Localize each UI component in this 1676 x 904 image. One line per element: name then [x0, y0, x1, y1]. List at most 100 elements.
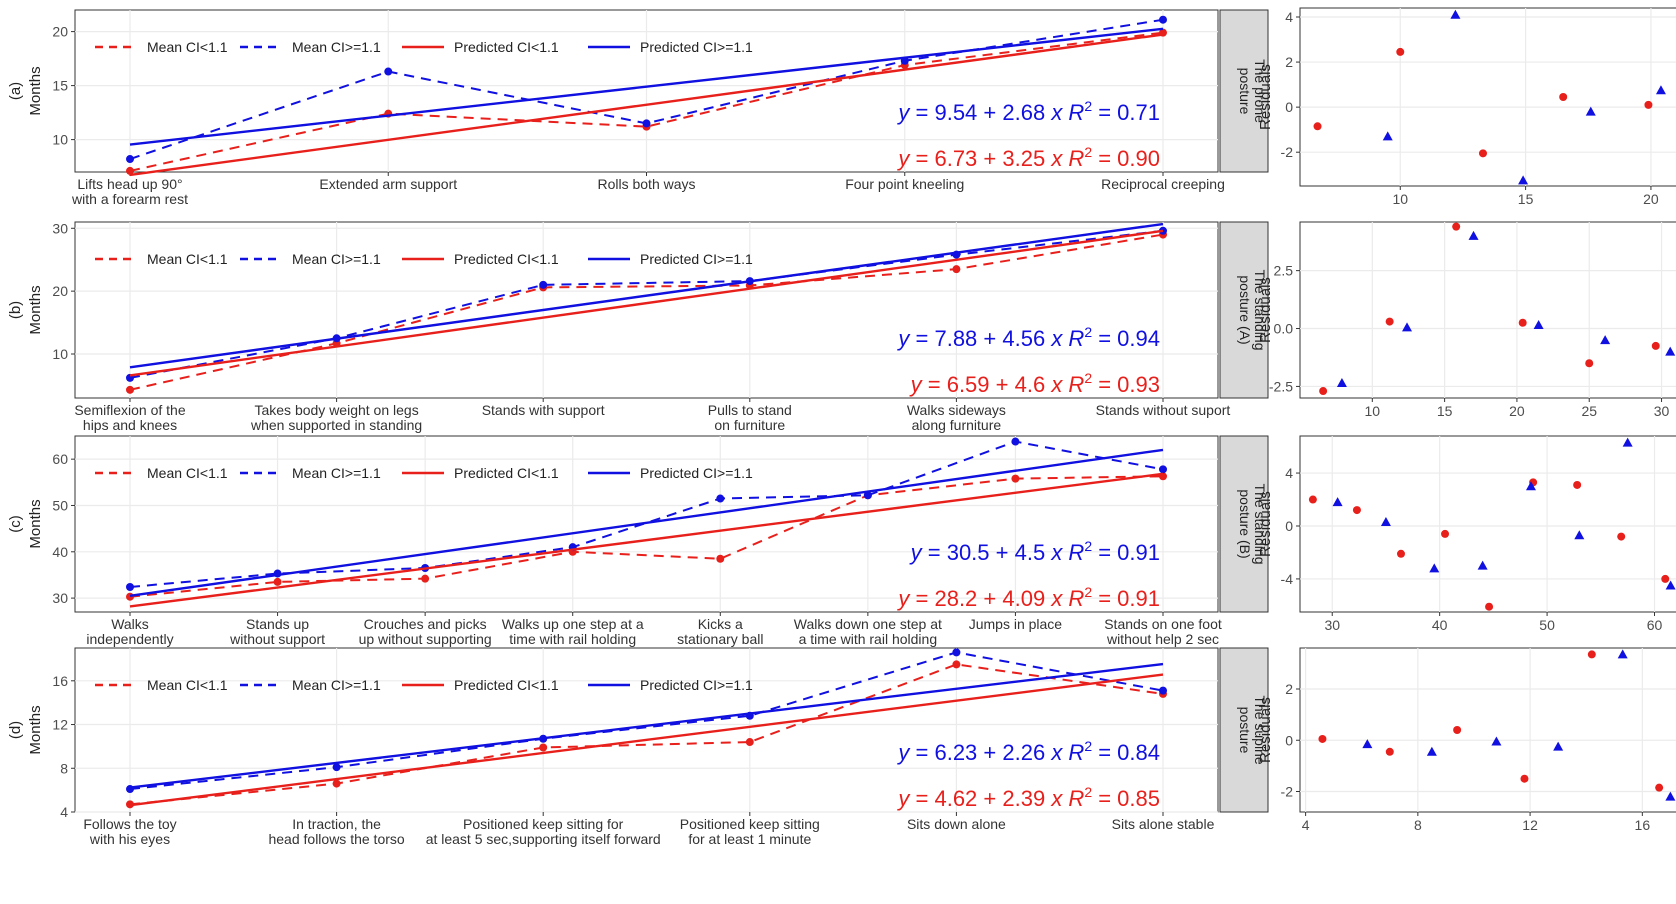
- data-point: [332, 763, 341, 772]
- fit-line-Predicted CI<1.1: [129, 472, 1164, 608]
- equation-red-part: R: [1062, 372, 1084, 397]
- y-axis-title: Months: [27, 66, 44, 115]
- x-tick-label: Sits alone stable: [1112, 816, 1215, 832]
- residual-point-red: [1385, 747, 1394, 756]
- residual-point-blue: [1665, 580, 1676, 590]
- legend-label: Mean CI>=1.1: [292, 39, 381, 55]
- x-tick-label: Reciprocal creeping: [1101, 176, 1225, 192]
- residual-point-red: [1585, 359, 1594, 368]
- x-tick-label-line: Stands on one foot: [1104, 616, 1222, 632]
- y-tick-label: -4: [1281, 571, 1294, 587]
- equation-blue: y = 6.23 + 2.26 x R2 = 0.84: [896, 738, 1160, 765]
- equation-red-part: x: [1050, 372, 1063, 397]
- x-tick-label: 25: [1581, 403, 1597, 419]
- x-tick-label-line: Stands with support: [482, 402, 605, 418]
- data-point: [952, 648, 961, 657]
- x-tick-label: 30: [1324, 617, 1340, 633]
- data-point: [1011, 437, 1020, 446]
- x-tick-label-line: at least 5 sec,supporting itself forward: [426, 831, 661, 847]
- x-tick-label-line: Stands up: [246, 616, 309, 632]
- x-tick-label: 50: [1539, 617, 1555, 633]
- x-tick-label: 20: [1643, 191, 1659, 207]
- residual-point-blue: [1525, 481, 1536, 491]
- legend-label: Mean CI>=1.1: [292, 465, 381, 481]
- x-tick-label-line: time with rail holding: [509, 631, 636, 647]
- residual-point-blue: [1332, 497, 1343, 507]
- legend-label: Mean CI<1.1: [147, 465, 228, 481]
- residual-point-blue: [1655, 85, 1666, 95]
- plot-area: [74, 221, 1219, 399]
- x-tick-label-line: Crouches and picks: [364, 616, 487, 632]
- residual-panel-d: 4 8 12 16 -2 0 2 Residuals: [1257, 647, 1676, 833]
- y-axis-title: Months: [27, 705, 44, 754]
- fit-line-Predicted CI<1.1: [129, 673, 1164, 807]
- residual-plot-area: [1299, 7, 1676, 187]
- x-tick-label: Stands without suport: [1096, 402, 1231, 418]
- equation-red-part: 2: [1084, 370, 1092, 386]
- equation-red-part: = 6.73 + 3.25: [909, 146, 1051, 171]
- panel-tag: (a): [7, 82, 24, 100]
- y-tick-label: 20: [52, 283, 68, 299]
- y-tick-label: 30: [52, 220, 68, 236]
- legend-label: Predicted CI>=1.1: [640, 465, 753, 481]
- x-tick-label: Four point kneeling: [845, 176, 964, 192]
- residual-point-blue: [1468, 230, 1479, 240]
- equation-red-part: y: [896, 146, 911, 171]
- equation-red-part: x: [1050, 146, 1063, 171]
- x-tick-label-line: Walks up one step at a: [502, 616, 644, 632]
- equation-red-part: = 0.90: [1092, 146, 1160, 171]
- panel-d: 4 8 12 16 Follows the toy with his eyes In tra…: [7, 647, 1269, 847]
- data-point: [1011, 474, 1020, 483]
- residual-point-blue: [1665, 791, 1676, 801]
- panel-a: 10 15 20 Lifts head up 90° with a forearm re…: [7, 9, 1269, 207]
- panel-tag: (d): [7, 721, 24, 739]
- x-tick-label-line: with a forearm rest: [71, 191, 188, 207]
- legend-label: Predicted CI>=1.1: [640, 251, 753, 267]
- equation-red: y = 28.2 + 4.09 x R2 = 0.91: [896, 584, 1160, 611]
- residual-point-blue: [1585, 106, 1596, 116]
- x-tick-label-line: with his eyes: [89, 831, 170, 847]
- legend-label: Mean CI<1.1: [147, 39, 228, 55]
- residual-point-red: [1441, 529, 1450, 538]
- x-tick-label: Kicks a stationary ball: [677, 616, 763, 647]
- y-tick-label: 15: [52, 78, 68, 94]
- equation-red: y = 6.73 + 3.25 x R2 = 0.90: [896, 144, 1160, 171]
- x-tick-label: 8: [1414, 817, 1422, 833]
- legend-label: Predicted CI>=1.1: [640, 39, 753, 55]
- data-point: [952, 265, 961, 274]
- x-tick-label: 10: [1392, 191, 1408, 207]
- residual-point-red: [1352, 506, 1361, 515]
- equation-blue-part: R: [1062, 740, 1084, 765]
- x-tick-label-line: up without supporting: [359, 631, 492, 647]
- x-tick-label: 30: [1654, 403, 1670, 419]
- residual-point-red: [1573, 480, 1582, 489]
- fit-line-Predicted CI<1.1: [129, 33, 1164, 177]
- residual-point-blue: [1477, 560, 1488, 570]
- x-tick-label-line: Sits alone stable: [1112, 816, 1215, 832]
- data-point: [421, 574, 430, 583]
- equation-blue-part: = 9.54 + 2.68: [909, 100, 1051, 125]
- data-point: [952, 660, 961, 669]
- x-tick-label-line: Positioned keep sitting: [680, 816, 820, 832]
- panel-tag: (c): [7, 515, 24, 533]
- x-tick-label: Rolls both ways: [597, 176, 695, 192]
- x-tick-label: Sits down alone: [907, 816, 1006, 832]
- x-tick-label-line: Follows the toy: [83, 816, 176, 832]
- data-point: [745, 738, 754, 747]
- residual-point-red: [1485, 602, 1494, 611]
- equation-blue: y = 30.5 + 4.5 x R2 = 0.91: [909, 538, 1160, 565]
- residual-plot-area: [1299, 647, 1676, 813]
- series-line-Mean CI<1.1: [129, 663, 1164, 806]
- x-tick-label: 40: [1432, 617, 1448, 633]
- y-tick-label: 30: [52, 590, 68, 606]
- equation-blue-part: x: [1050, 326, 1063, 351]
- y-tick-label: 2.5: [1274, 263, 1294, 279]
- x-tick-label: Extended arm support: [319, 176, 457, 192]
- residual-point-blue: [1600, 335, 1611, 345]
- data-point: [863, 491, 872, 500]
- x-tick-label-line: In traction, the: [292, 816, 381, 832]
- x-tick-label: Walks up one step at a time with rail hol…: [502, 616, 644, 647]
- equation-red-part: = 28.2 + 4.09: [909, 586, 1051, 611]
- data-point: [642, 119, 651, 128]
